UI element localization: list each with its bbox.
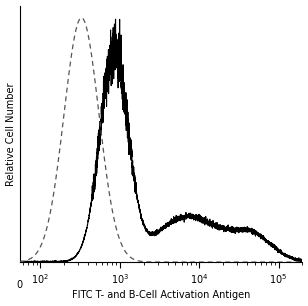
Y-axis label: Relative Cell Number: Relative Cell Number [6, 82, 16, 185]
Text: 0: 0 [17, 280, 23, 290]
X-axis label: FITC T- and B-Cell Activation Antigen: FITC T- and B-Cell Activation Antigen [72, 290, 250, 300]
